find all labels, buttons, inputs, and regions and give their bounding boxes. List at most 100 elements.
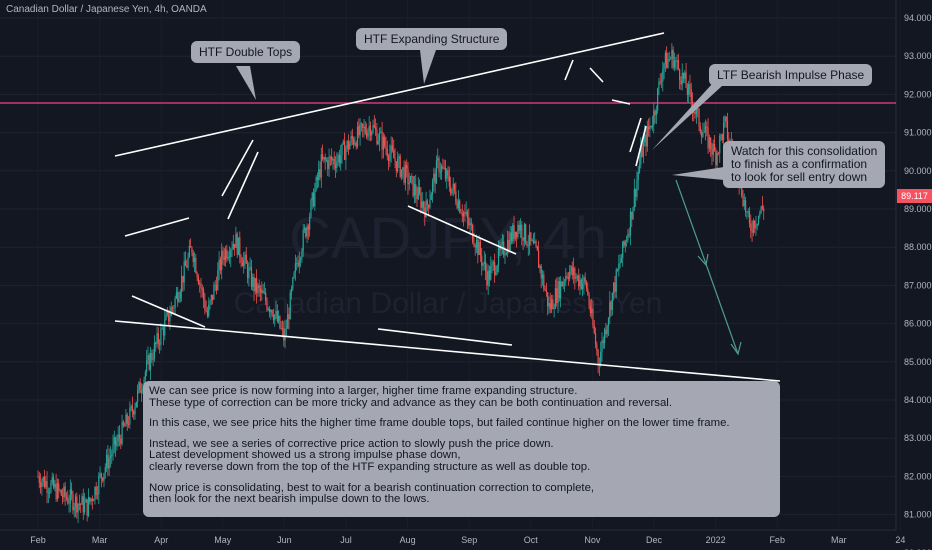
candle-body (708, 137, 710, 149)
candle-body (444, 168, 447, 179)
candle-body (257, 285, 259, 294)
projection-path-2 (705, 263, 739, 355)
candle-body (557, 281, 559, 303)
candle-body (728, 139, 730, 143)
candle-body (196, 272, 198, 278)
candle-body (633, 189, 635, 208)
wedge-3-lower (377, 328, 513, 346)
candle-body (623, 241, 625, 246)
candle-body (244, 254, 246, 260)
candle-body (98, 475, 100, 495)
candle-body (115, 437, 117, 447)
candle-body (754, 220, 756, 229)
candle-body (246, 263, 249, 279)
candle-body (104, 467, 106, 474)
candle-body (293, 272, 295, 278)
y-tick-label: 90.000 (904, 166, 932, 176)
candle-body (138, 382, 140, 390)
candle-body (129, 407, 131, 425)
candle-body (434, 173, 436, 184)
candle-body (353, 139, 355, 145)
candle-body (118, 434, 121, 439)
candle-body (373, 125, 375, 128)
y-tick-label: 82.000 (904, 471, 932, 481)
candle-body (234, 243, 236, 248)
y-tick-label: 93.000 (904, 51, 932, 61)
candle-body (505, 252, 507, 255)
candle-body (710, 137, 712, 150)
candle-body (86, 499, 88, 516)
candle-body (71, 489, 73, 495)
candle-body (258, 285, 260, 289)
x-tick-label: May (214, 535, 232, 545)
candle-body (174, 298, 176, 308)
candle-body (613, 282, 615, 293)
candle-body (660, 81, 663, 83)
wedge-5-a (629, 117, 642, 153)
candle-body (358, 126, 360, 136)
candle-body (325, 160, 328, 162)
candle-body (90, 498, 92, 502)
candle-body (611, 292, 613, 310)
candle-body (482, 263, 484, 266)
candle-body (131, 406, 134, 412)
candle-body (439, 171, 441, 173)
candle-body (534, 241, 536, 244)
candle-body (399, 156, 401, 177)
candle-body (425, 200, 427, 218)
candle-body (456, 202, 458, 209)
candle-body (268, 308, 271, 313)
candle-body (461, 213, 463, 217)
candle-body (217, 270, 219, 290)
candle-body (165, 314, 167, 320)
candle-body (105, 454, 108, 468)
candle-body (205, 309, 207, 312)
candle-body (704, 126, 707, 133)
candle-body (120, 438, 122, 445)
candle-body (494, 262, 496, 275)
candle-body (468, 218, 470, 226)
candle-body (355, 143, 357, 147)
candle-body (717, 153, 720, 154)
candle-body (175, 292, 178, 299)
analysis-paragraph-2: In this case, we see price hits the high… (149, 417, 730, 430)
candle-body (148, 355, 150, 370)
y-tick-label: 83.000 (904, 433, 932, 443)
candle-body (270, 310, 272, 313)
wedge-1-upper (124, 217, 190, 237)
candle-body (147, 355, 149, 361)
callout-pointers (236, 50, 724, 180)
candle-body (254, 278, 256, 292)
candle-body (744, 200, 747, 213)
candle-body (536, 246, 538, 251)
candle-body (363, 126, 365, 128)
candle-body (475, 239, 478, 248)
candle-body (453, 183, 456, 192)
candle-body (209, 300, 211, 305)
candle-body (274, 314, 276, 321)
candle-body (347, 141, 350, 150)
candle-body (746, 211, 748, 213)
candle-body (305, 228, 307, 237)
wedge-2-right (227, 151, 259, 220)
candle-body (478, 242, 480, 255)
candle-body (59, 490, 61, 492)
candle-body (698, 109, 700, 127)
candle-body (582, 284, 584, 289)
candle-body (222, 250, 224, 257)
candle-body (385, 146, 387, 149)
candle-body (752, 220, 754, 233)
candle-body (615, 269, 617, 292)
candle-body (275, 310, 277, 315)
candle-body (173, 307, 175, 309)
candle-body (437, 158, 439, 161)
candle-body (265, 292, 267, 302)
candle-body (45, 481, 47, 487)
candle-body (571, 266, 573, 276)
candle-body (56, 483, 59, 500)
candle-body (671, 49, 673, 59)
candle-body (522, 237, 524, 241)
candle-body (87, 497, 90, 516)
candle-body (218, 259, 220, 271)
analysis-paragraph-4: Now price is consolidating, best to wait… (149, 481, 595, 506)
